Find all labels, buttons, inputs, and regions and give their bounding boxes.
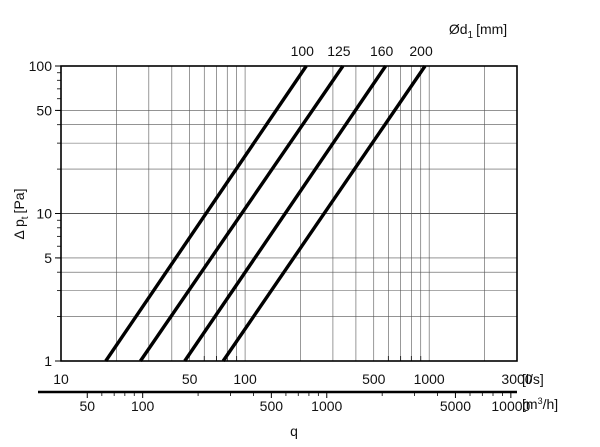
y-tick-label: 50: [36, 102, 52, 118]
series-line-125: [139, 65, 345, 362]
x-tick-label-m3h: 50: [79, 398, 95, 414]
x-tick-label-m3h: 1000: [311, 398, 342, 414]
series-label-160: 160: [370, 43, 394, 59]
series-label-200: 200: [409, 43, 433, 59]
series-lines: [104, 65, 427, 362]
series-line-100: [104, 65, 308, 362]
series-line-160: [183, 65, 388, 362]
x-tick-label-m3h: 100: [131, 398, 155, 414]
series-label-125: 125: [327, 43, 351, 59]
y-tick-label: 100: [29, 58, 53, 74]
x-unit-ls: [l/s]: [522, 371, 544, 387]
x-tick-label-ls: 50: [182, 371, 198, 387]
y-tick-label: 5: [44, 250, 52, 266]
x-axis-m3h: 50 100 500 1000 5000 10000: [38, 390, 531, 414]
x-unit-m3h: [m3/h]: [522, 396, 558, 412]
x-tick-label-ls: 1000: [414, 371, 445, 387]
y-axis-label: Δ pt[Pa]: [11, 189, 31, 240]
series-line-200: [221, 65, 427, 362]
legend-title: Ød1 [mm]: [449, 21, 507, 41]
x-tick-label-m3h: 10000: [491, 398, 530, 414]
y-axis: 1 5 10 50 100: [29, 58, 61, 369]
y-tick-label: 1: [44, 353, 52, 369]
x-axis-ls: 10 50 100 500 1000 3000: [53, 356, 533, 387]
y-tick-label: 10: [36, 206, 52, 222]
x-tick-label-ls: 3000: [501, 371, 532, 387]
x-tick-label-m3h: 500: [260, 398, 284, 414]
x-tick-label-ls: 500: [362, 371, 386, 387]
x-tick-label-ls: 10: [53, 371, 69, 387]
series-labels: 100 125 160 200: [291, 43, 433, 59]
x-axis-label: q: [290, 423, 298, 439]
grid: [61, 66, 517, 361]
series-label-100: 100: [291, 43, 315, 59]
x-tick-label-ls: 100: [233, 371, 257, 387]
x-tick-label-m3h: 5000: [440, 398, 471, 414]
